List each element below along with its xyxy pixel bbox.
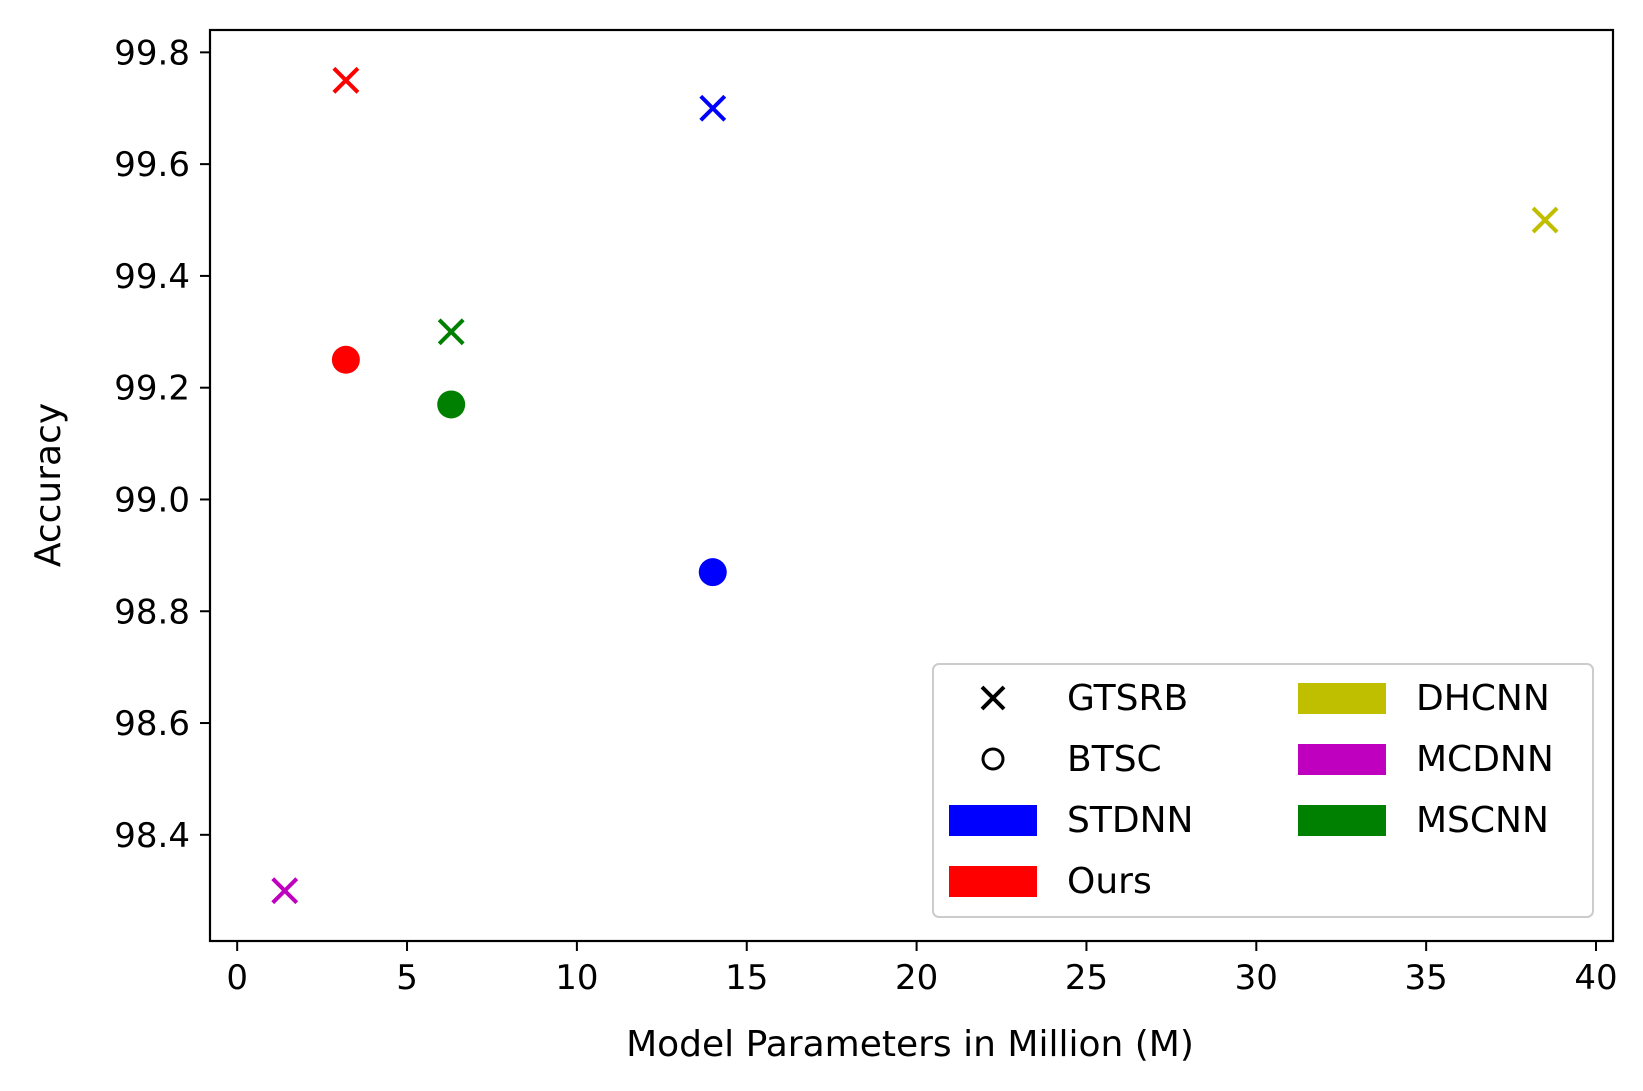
x-tick-label: 35 (1405, 958, 1448, 998)
x-tick-label: 10 (555, 958, 598, 998)
legend-entry-ours: Ours (949, 861, 1152, 902)
legend-label: MSCNN (1416, 800, 1549, 841)
y-tick-label: 99.2 (114, 369, 190, 409)
legend-label: DHCNN (1416, 678, 1550, 719)
x-tick-label: 0 (226, 958, 248, 998)
y-tick-label: 99.8 (114, 33, 190, 73)
y-tick-label: 99.6 (114, 145, 190, 185)
legend-entry-mcdnn: MCDNN (1298, 739, 1554, 780)
x-tick-label: 30 (1235, 958, 1278, 998)
legend-color-swatch (1298, 805, 1386, 836)
x-tick-label: 25 (1065, 958, 1108, 998)
legend-color-swatch (1298, 744, 1386, 775)
circle-marker-icon (981, 747, 1005, 771)
x-tick-label: 40 (1574, 958, 1617, 998)
legend-entry-mscnn: MSCNN (1298, 800, 1549, 841)
legend-color-swatch (949, 866, 1037, 897)
y-tick-label: 99.0 (114, 480, 190, 520)
data-point-stdnn-gtsrb (699, 94, 727, 122)
x-marker-icon (980, 685, 1006, 711)
legend-entry-stdnn: STDNN (949, 800, 1193, 841)
legend-color-swatch (949, 805, 1037, 836)
data-point-ours-btsc (331, 345, 360, 374)
y-axis-label: Accuracy (28, 403, 69, 567)
legend-box (932, 663, 1594, 918)
legend-entry-dhcnn: DHCNN (1298, 678, 1550, 719)
legend-label: Ours (1067, 861, 1152, 902)
x-tick-label: 5 (396, 958, 418, 998)
data-point-dhcnn-gtsrb (1531, 206, 1559, 234)
data-point-ours-gtsrb (332, 66, 360, 94)
data-point-mcdnn-gtsrb (271, 877, 299, 905)
data-point-mscnn-gtsrb (437, 318, 465, 346)
y-tick-label: 98.4 (114, 816, 190, 856)
legend-entry-btsc: BTSC (981, 739, 1162, 780)
legend-label: GTSRB (1067, 678, 1188, 719)
data-point-mscnn-btsc (437, 390, 466, 419)
y-tick-label: 98.6 (114, 704, 190, 744)
legend-entry-gtsrb: GTSRB (980, 678, 1188, 719)
legend-label: STDNN (1067, 800, 1193, 841)
legend-color-swatch (1298, 683, 1386, 714)
x-tick-label: 20 (895, 958, 938, 998)
plot-frame (208, 28, 1615, 943)
y-tick-label: 99.4 (114, 257, 190, 297)
x-tick-label: 15 (725, 958, 768, 998)
y-tick-label: 98.8 (114, 592, 190, 632)
data-point-stdnn-btsc (698, 558, 727, 587)
legend-label: MCDNN (1416, 739, 1554, 780)
legend-label: BTSC (1067, 739, 1162, 780)
x-axis-label: Model Parameters in Million (M) (626, 1024, 1194, 1065)
